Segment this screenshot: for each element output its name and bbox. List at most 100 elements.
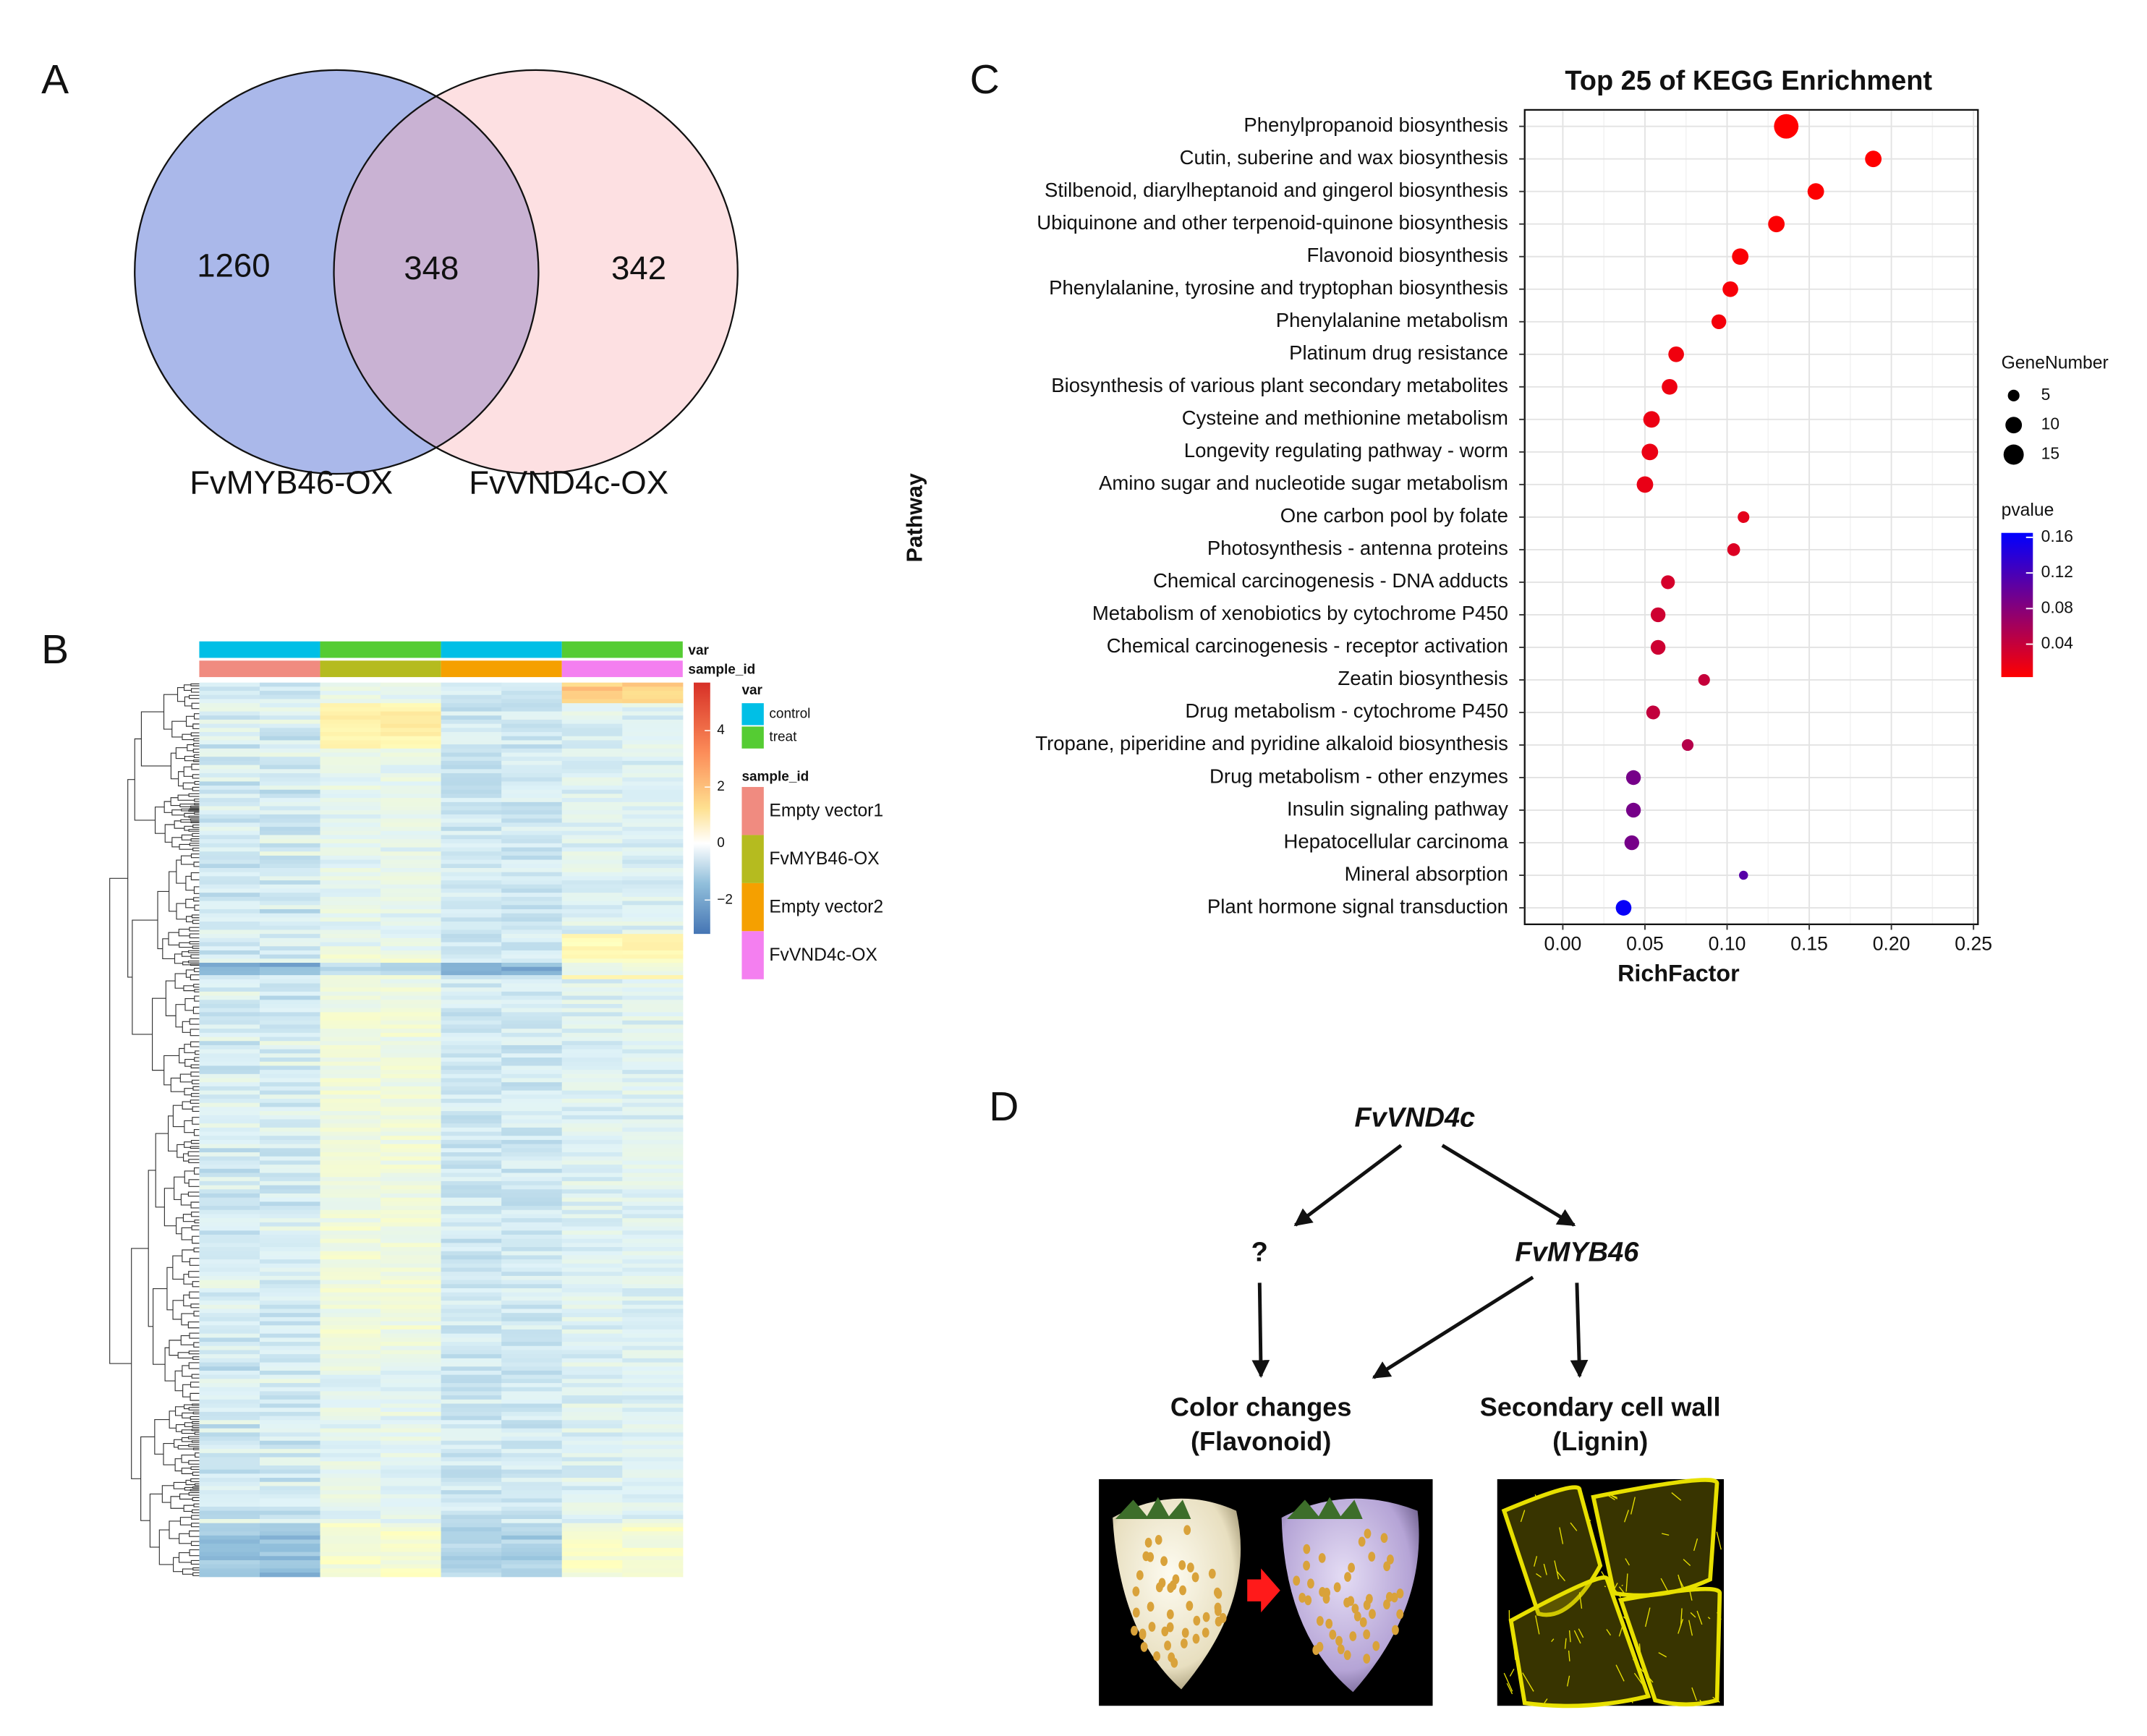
fibril [1658, 1652, 1667, 1658]
heatmap-cell [561, 855, 623, 861]
dendrogram-branch [190, 1489, 200, 1492]
heatmap-cell [260, 1420, 321, 1425]
heatmap-cell [260, 1098, 321, 1104]
heatmap-cell [561, 1452, 623, 1458]
heatmap-cell [561, 1218, 623, 1223]
dendrogram-branch [191, 1523, 200, 1528]
dendrogram-branch [190, 974, 200, 981]
heatmap-cell [622, 934, 684, 939]
dendrogram-branch [187, 744, 194, 752]
heatmap-cell [380, 917, 442, 922]
dendrogram-branch [192, 1471, 200, 1476]
heatmap-cell [320, 1437, 381, 1442]
heatmap-cell [380, 1333, 442, 1338]
heatmap-cell [501, 983, 563, 988]
heatmap-cell [561, 1041, 623, 1046]
dendrogram-branch [132, 919, 158, 1035]
heatmap-cell [380, 1053, 442, 1058]
dendrogram-branch [154, 1419, 170, 1455]
heatmap-cell [622, 1136, 684, 1141]
heatmap-cell [320, 975, 381, 980]
heatmap-cell [380, 1478, 442, 1483]
heatmap-cell [622, 1452, 684, 1458]
heatmap-cell [320, 748, 381, 754]
heatmap-cell [441, 1049, 502, 1054]
heatmap-cell [501, 765, 563, 770]
heatmap-cell [260, 1440, 321, 1446]
heatmap-cell [622, 1552, 684, 1557]
heatmap-cell [260, 694, 321, 700]
heatmap-cell [561, 1486, 623, 1491]
heatmap-cell [320, 1160, 381, 1165]
heatmap-cell [501, 1061, 563, 1066]
heatmap-cell [380, 893, 442, 898]
heatmap-cell [199, 1032, 260, 1038]
heatmap-cell [501, 1131, 563, 1136]
heatmap-cell [501, 1362, 563, 1367]
y-tick-label: Phenylalanine metabolism [1276, 309, 1508, 331]
dendrogram-branch [178, 928, 190, 937]
fibril [1509, 1669, 1515, 1677]
heatmap-cell [320, 958, 381, 963]
seed [1343, 1650, 1351, 1661]
heatmap-cell [199, 1119, 260, 1124]
heatmap-cell [441, 1391, 502, 1396]
dendrogram-branch [192, 1356, 200, 1360]
heatmap-cell [501, 691, 563, 696]
berry [1281, 1498, 1419, 1693]
y-tick-label: One carbon pool by folate [1280, 504, 1508, 527]
arrow [1441, 1144, 1576, 1227]
dendrogram-branch [185, 715, 195, 727]
heatmap-cell [199, 1383, 260, 1388]
color-tick-label: 0.12 [2041, 562, 2073, 581]
heatmap-cell [260, 876, 321, 881]
heatmap-cell [441, 793, 502, 799]
heatmap-cell [320, 1078, 381, 1083]
heatmap-cell [380, 1000, 442, 1005]
heatmap-cell [380, 1194, 442, 1199]
heatmap-cell [561, 798, 623, 803]
heatmap-cell [501, 1374, 563, 1379]
heatmap-cell [380, 1531, 442, 1536]
heatmap-cell [561, 1473, 623, 1478]
dendrogram-branch [193, 1247, 200, 1253]
heatmap-cell [320, 752, 381, 757]
heatmap-cell [320, 855, 381, 861]
dendrogram-branch [190, 1466, 200, 1471]
heatmap-cell [622, 1329, 684, 1335]
heatmap-cell [561, 1370, 623, 1376]
heatmap-cell [320, 1218, 381, 1223]
heatmap-cell [380, 1358, 442, 1363]
heatmap-cell [380, 822, 442, 827]
heatmap-cell [380, 777, 442, 782]
heatmap-cell [320, 1272, 381, 1277]
heatmap-cell [622, 818, 684, 823]
heatmap-cell [380, 835, 442, 840]
heatmap-cell [320, 1490, 381, 1495]
heatmap-cell [561, 1506, 623, 1512]
heatmap-cell [561, 1255, 623, 1260]
heatmap-cell [320, 1194, 381, 1199]
heatmap-cell [501, 694, 563, 700]
heatmap-cell [441, 1552, 502, 1557]
size-legend-label: 10 [2041, 414, 2059, 433]
heatmap-cell [380, 1486, 442, 1491]
heatmap-cell [501, 1024, 563, 1029]
heatmap-cell [622, 1498, 684, 1503]
heatmap-cell [199, 711, 260, 716]
heatmap-cell [380, 843, 442, 848]
legend-label: FvVND4c-OX [769, 945, 877, 965]
heatmap-cell [199, 1428, 260, 1433]
dendrogram-branch [187, 1191, 200, 1197]
diagram-node: ? [1251, 1238, 1268, 1268]
dendrogram-branch [192, 1106, 200, 1112]
heatmap-cell [441, 1358, 502, 1363]
heatmap-cell [561, 983, 623, 988]
dendrogram-branch [183, 1274, 193, 1285]
seed [1172, 1574, 1180, 1585]
heatmap-cell [561, 1494, 623, 1499]
heatmap-cell [561, 905, 623, 910]
heatmap-cell [199, 958, 260, 963]
heatmap-cell [380, 801, 442, 807]
seed [1191, 1572, 1199, 1583]
